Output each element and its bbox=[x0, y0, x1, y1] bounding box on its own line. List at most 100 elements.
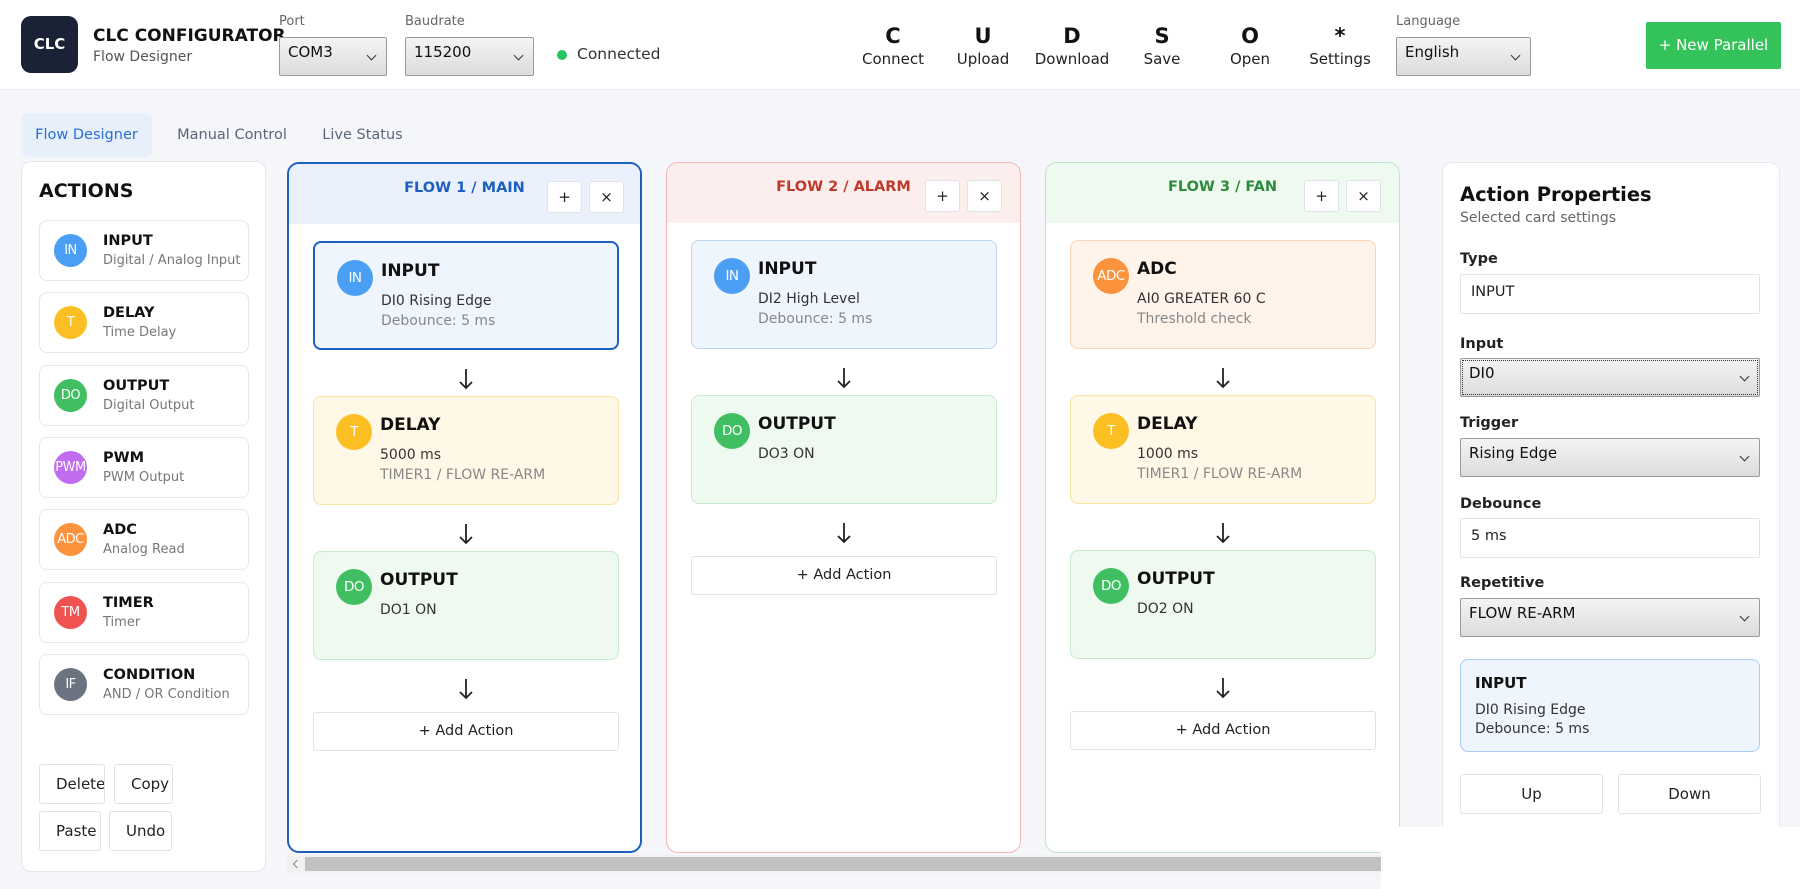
tab[interactable]: Live Status bbox=[322, 127, 403, 143]
properties-title: Action Properties bbox=[1460, 183, 1652, 206]
language-label: Language bbox=[1396, 14, 1461, 29]
action-icon: PWM bbox=[54, 450, 87, 484]
card-line: DO2 ON bbox=[1137, 601, 1194, 617]
tool-label: Settings bbox=[1309, 50, 1371, 68]
add-parallel-button[interactable]: + bbox=[547, 181, 582, 213]
card-icon: T bbox=[336, 414, 372, 450]
action-item[interactable]: T DELAY Time Delay bbox=[39, 292, 249, 354]
close-flow-button[interactable]: × bbox=[589, 181, 624, 213]
chevron bbox=[1510, 50, 1521, 61]
add-action-button[interactable]: + Add Action bbox=[691, 556, 997, 595]
action-card[interactable]: DO OUTPUT DO3 ON bbox=[691, 395, 997, 504]
action-name: OUTPUT bbox=[103, 377, 170, 394]
card-icon: T bbox=[1093, 413, 1129, 449]
tool-label: Open bbox=[1229, 50, 1271, 68]
port-label: Port bbox=[279, 14, 305, 29]
action-name: DELAY bbox=[103, 305, 155, 322]
move-button[interactable]: Up bbox=[1460, 774, 1603, 814]
scroll-arrow bbox=[292, 859, 302, 869]
action-item[interactable]: DO OUTPUT Digital Output bbox=[39, 364, 249, 426]
field-select[interactable]: FLOW RE-ARM bbox=[1460, 598, 1760, 637]
field-input[interactable]: INPUT bbox=[1460, 274, 1760, 314]
card-title: DELAY bbox=[1137, 414, 1198, 434]
flow-header bbox=[1046, 163, 1399, 223]
action-card[interactable]: DO OUTPUT DO2 ON bbox=[1070, 550, 1376, 659]
field-label: Repetitive bbox=[1460, 575, 1545, 591]
tool-icon: O bbox=[1241, 24, 1259, 48]
language-select[interactable]: English bbox=[1396, 37, 1531, 76]
flow-column: FLOW 3 / FAN + × ADC ADC AI0 GREATER 60 C Thre… bbox=[1045, 162, 1400, 853]
app-subtitle: Flow Designer bbox=[93, 49, 193, 65]
tool-button[interactable]: S Save bbox=[1112, 20, 1212, 72]
arrow-path bbox=[459, 524, 473, 545]
port-select[interactable]: COM3 bbox=[279, 37, 387, 76]
tool-icon: C bbox=[885, 24, 901, 48]
action-card[interactable]: IN INPUT DI2 High Level Debounce: 5 ms bbox=[691, 240, 997, 349]
flow-title: FLOW 2 / ALARM bbox=[776, 179, 911, 195]
close-flow-button[interactable]: × bbox=[967, 180, 1002, 212]
add-parallel-button[interactable]: + bbox=[925, 180, 960, 212]
add-action-button[interactable]: + Add Action bbox=[1070, 711, 1376, 750]
flow-title: FLOW 1 / MAIN bbox=[404, 180, 525, 196]
properties-panel: Action Properties Selected card settings T… bbox=[1442, 162, 1780, 889]
tool-button[interactable]: D Download bbox=[1022, 20, 1122, 72]
field-label: Trigger bbox=[1460, 415, 1519, 431]
field-label: Type bbox=[1460, 251, 1498, 267]
properties-subtitle: Selected card settings bbox=[1460, 210, 1617, 226]
edit-button[interactable]: Undo bbox=[109, 811, 172, 851]
action-card[interactable]: T DELAY 1000 ms TIMER1 / FLOW RE-ARM bbox=[1070, 395, 1376, 504]
card-line: DO3 ON bbox=[758, 446, 815, 462]
action-card[interactable]: ADC ADC AI0 GREATER 60 C Threshold check bbox=[1070, 240, 1376, 349]
arrow-path bbox=[1216, 523, 1230, 544]
card-line: Debounce: 5 ms bbox=[381, 313, 496, 329]
field-select[interactable]: DI0 bbox=[1460, 358, 1760, 397]
tool-button[interactable]: O Open bbox=[1200, 20, 1300, 72]
overlay bbox=[1381, 827, 1800, 889]
flow-arrow bbox=[837, 368, 851, 389]
tab[interactable]: Manual Control bbox=[177, 127, 287, 143]
edit-button[interactable]: Delete bbox=[39, 764, 105, 804]
baud-label: Baudrate bbox=[405, 14, 465, 29]
close-flow-button[interactable]: × bbox=[1346, 180, 1381, 212]
tool-button[interactable]: U Upload bbox=[933, 20, 1033, 72]
field-label: Input bbox=[1460, 336, 1504, 352]
action-icon: TM bbox=[54, 595, 87, 629]
flow-arrow bbox=[459, 679, 473, 700]
card-line: DO1 ON bbox=[380, 602, 437, 618]
baud-select[interactable]: 115200 bbox=[405, 37, 534, 76]
field-input[interactable]: 5 ms bbox=[1460, 518, 1760, 558]
action-item[interactable]: TM TIMER Timer bbox=[39, 581, 249, 643]
tool-button[interactable]: C Connect bbox=[843, 20, 943, 72]
action-item[interactable]: IF CONDITION AND / OR Condition bbox=[39, 653, 249, 715]
action-name: ADC bbox=[103, 522, 137, 539]
card-title: OUTPUT bbox=[380, 570, 458, 590]
arrow-path bbox=[459, 369, 473, 390]
status-dot bbox=[557, 50, 567, 60]
action-card[interactable]: IN INPUT DI0 Rising Edge Debounce: 5 ms bbox=[313, 241, 619, 350]
tab[interactable]: Flow Designer bbox=[21, 113, 152, 157]
move-button[interactable]: Down bbox=[1618, 774, 1761, 814]
action-icon: IN bbox=[54, 234, 87, 267]
actions-panel: ACTIONS IN INPUT Digital / Analog Input T DEL… bbox=[21, 161, 266, 872]
action-item[interactable]: PWM PWM PWM Output bbox=[39, 436, 249, 498]
tool-button[interactable]: * Settings bbox=[1290, 20, 1390, 72]
action-card[interactable]: DO OUTPUT DO1 ON bbox=[313, 551, 619, 660]
card-title: OUTPUT bbox=[1137, 569, 1215, 589]
add-action-button[interactable]: + Add Action bbox=[313, 712, 619, 751]
add-parallel-button[interactable]: + bbox=[1304, 180, 1339, 212]
flow-arrow bbox=[1216, 523, 1230, 544]
action-item[interactable]: IN INPUT Digital / Analog Input bbox=[39, 220, 249, 281]
chevron bbox=[1739, 371, 1750, 382]
field-select[interactable]: Rising Edge bbox=[1460, 438, 1760, 477]
arrow-path bbox=[837, 368, 851, 389]
action-desc: AND / OR Condition bbox=[103, 686, 230, 702]
new-parallel-button[interactable]: + New Parallel bbox=[1646, 22, 1781, 69]
tool-label: Connect bbox=[861, 50, 925, 68]
flow-arrow bbox=[1216, 368, 1230, 389]
action-card[interactable]: T DELAY 5000 ms TIMER1 / FLOW RE-ARM bbox=[313, 396, 619, 505]
edit-button[interactable]: Paste bbox=[39, 811, 101, 851]
chevron bbox=[1739, 611, 1750, 622]
action-item[interactable]: ADC ADC Analog Read bbox=[39, 509, 249, 571]
edit-button[interactable]: Copy bbox=[114, 764, 173, 804]
